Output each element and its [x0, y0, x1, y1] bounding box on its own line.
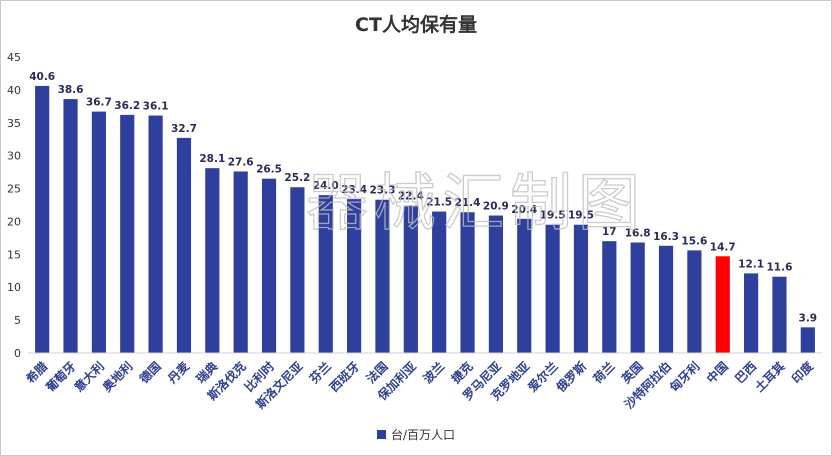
bar: [91, 111, 106, 354]
bar-value-label: 20.9: [483, 201, 509, 213]
bar: [290, 187, 305, 353]
bar: [517, 218, 532, 353]
x-tick-label: 爱尔兰: [525, 359, 561, 395]
value-labels: 40.638.636.7 36.2 36.132.7 28.1 27.626.525.2…: [29, 71, 817, 324]
bar-value-label: 23.3: [370, 185, 396, 197]
bar-value-label: 19.5: [568, 210, 594, 222]
bar: [233, 171, 248, 353]
legend-label: 台/百万人口: [391, 427, 455, 442]
x-tick-label: 德国: [136, 359, 164, 387]
bar: [630, 242, 645, 353]
x-tick-label: 匈牙利: [666, 359, 703, 396]
y-tick-label: 45: [7, 51, 21, 64]
bar: [347, 199, 362, 353]
bar: [687, 250, 702, 353]
bar-value-label: 26.5: [256, 164, 282, 176]
bar: [573, 224, 589, 353]
bar: [545, 224, 560, 353]
bar-value-label: 36.1: [143, 101, 169, 113]
bar: [602, 241, 617, 353]
bar: [432, 211, 447, 353]
x-tick-label: 荷兰: [589, 359, 617, 387]
bar-value-label: 36.2: [114, 100, 140, 112]
bar-value-label: 28.1: [199, 153, 225, 165]
y-tick-label: 25: [7, 183, 21, 196]
bar: [744, 273, 759, 353]
y-tick-label: 10: [7, 281, 21, 294]
bar-value-label: 32.7: [171, 123, 197, 135]
bar: [488, 215, 503, 353]
bar-value-label: 27.6: [228, 156, 254, 168]
bar-value-label: 19.5: [540, 210, 566, 222]
bar-value-label: 16.8: [625, 227, 651, 239]
bar-value-label: 20.4: [511, 204, 537, 216]
x-tick-label: 土耳其: [752, 359, 788, 395]
bar: [800, 327, 815, 353]
legend: 台/百万人口: [377, 427, 455, 442]
y-axis: 0 5 10 15 20 25 30 35 40 45: [7, 51, 21, 360]
bar: [460, 212, 475, 353]
bar-value-label: 38.6: [58, 84, 84, 96]
bar-value-label: 40.6: [29, 71, 55, 83]
y-tick-label: 30: [7, 150, 21, 163]
bar: [176, 137, 192, 353]
y-tick-label: 5: [14, 314, 21, 327]
bar-value-label: 22.4: [398, 191, 424, 203]
watermark-text: 器械汇制图: [306, 166, 646, 239]
bar: [658, 245, 674, 353]
bar: [403, 205, 418, 353]
x-tick-label: 葡萄牙: [42, 359, 79, 396]
bar: [35, 85, 50, 353]
x-tick-label: 丹麦: [164, 358, 192, 386]
bar: [205, 168, 220, 353]
bar: [63, 99, 78, 353]
bars: [35, 85, 815, 354]
bar-value-label: 17: [602, 226, 617, 238]
bar-value-label: 23.4: [341, 184, 367, 196]
y-tick-label: 15: [7, 248, 21, 261]
x-tick-label: 中国: [703, 359, 731, 387]
y-tick-label: 20: [7, 215, 21, 228]
bar-value-label: 25.2: [284, 172, 310, 184]
x-tick-label: 奥地利: [99, 359, 135, 395]
bar: [375, 199, 390, 353]
x-tick-label: 西班牙: [326, 359, 362, 395]
bar: [261, 178, 277, 353]
bar: [715, 256, 730, 353]
chart-title: CT人均保有量: [355, 13, 477, 36]
y-tick-label: 35: [7, 117, 21, 130]
bar-value-label: 24.0: [313, 180, 339, 192]
bar-value-label: 21.5: [426, 197, 452, 209]
bar-value-label: 16.3: [653, 231, 679, 243]
x-tick-label: 俄罗斯: [552, 359, 589, 396]
bar: [772, 276, 787, 353]
bar-value-label: 12.1: [738, 258, 764, 270]
y-tick-label: 40: [7, 84, 21, 97]
x-tick-label: 印度: [788, 358, 816, 386]
y-tick-label: 0: [14, 347, 21, 360]
x-tick-label: 波兰: [420, 359, 448, 387]
bar: [148, 115, 163, 353]
bar-value-label: 15.6: [681, 235, 707, 247]
bar-value-label: 3.9: [799, 312, 818, 324]
bar: [120, 114, 135, 353]
legend-swatch: [377, 430, 386, 439]
bar-value-label: 21.4: [455, 197, 481, 209]
x-tick-label: 意大利: [71, 359, 107, 395]
bar-value-label: 11.6: [767, 262, 793, 274]
bar-value-label: 36.7: [86, 97, 112, 109]
bar-value-label: 14.7: [710, 241, 736, 253]
bar: [318, 195, 333, 353]
